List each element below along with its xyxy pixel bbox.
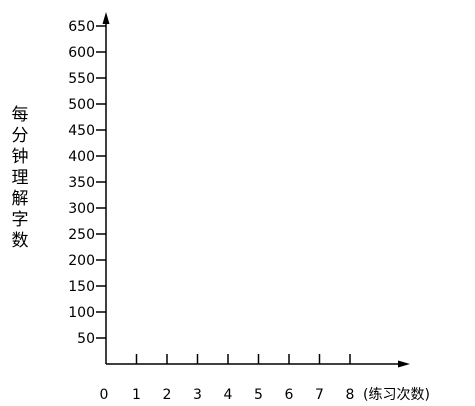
x-tick-label: 0	[100, 387, 109, 403]
x-axis-arrow	[398, 360, 410, 368]
y-axis-title-char: 每	[12, 105, 29, 125]
y-axis-arrow	[102, 12, 110, 24]
y-tick-label: 200	[68, 253, 95, 269]
x-tick-label: 6	[285, 387, 294, 403]
y-axis-title-char: 理	[12, 168, 29, 188]
y-tick-label: 100	[68, 305, 95, 321]
y-tick-label: 250	[68, 227, 95, 243]
y-axis-title-char: 分	[12, 126, 29, 146]
y-tick-label: 300	[68, 201, 95, 217]
y-tick-label: 50	[77, 331, 95, 347]
y-axis-title-char: 数	[12, 231, 29, 251]
x-tick-label: 5	[254, 387, 263, 403]
y-tick-label: 400	[68, 149, 95, 165]
y-tick-label: 600	[68, 45, 95, 61]
y-tick-label: 650	[68, 19, 95, 35]
y-tick-label: 150	[68, 279, 95, 295]
y-axis-title-char: 解	[12, 189, 29, 209]
y-tick-label: 350	[68, 175, 95, 191]
y-axis-title-char: 钟	[12, 147, 29, 167]
x-tick-label: 2	[163, 387, 172, 403]
y-tick-label: 550	[68, 71, 95, 87]
x-tick-label: 7	[315, 387, 324, 403]
y-axis-title-char: 字	[12, 210, 29, 230]
x-tick-label: 1	[132, 387, 141, 403]
x-tick-label: 8	[346, 387, 355, 403]
y-tick-label: 450	[68, 123, 95, 139]
x-ticks: 0 1 2 3 4 5 6 7 8	[100, 354, 355, 403]
y-ticks: 50 100 150 200 250 300 350 400 450 500 550 600 650	[68, 19, 106, 347]
x-tick-label: 4	[224, 387, 233, 403]
x-tick-label: 3	[193, 387, 202, 403]
y-tick-label: 500	[68, 97, 95, 113]
x-axis-title: (练习次数)	[363, 387, 430, 403]
